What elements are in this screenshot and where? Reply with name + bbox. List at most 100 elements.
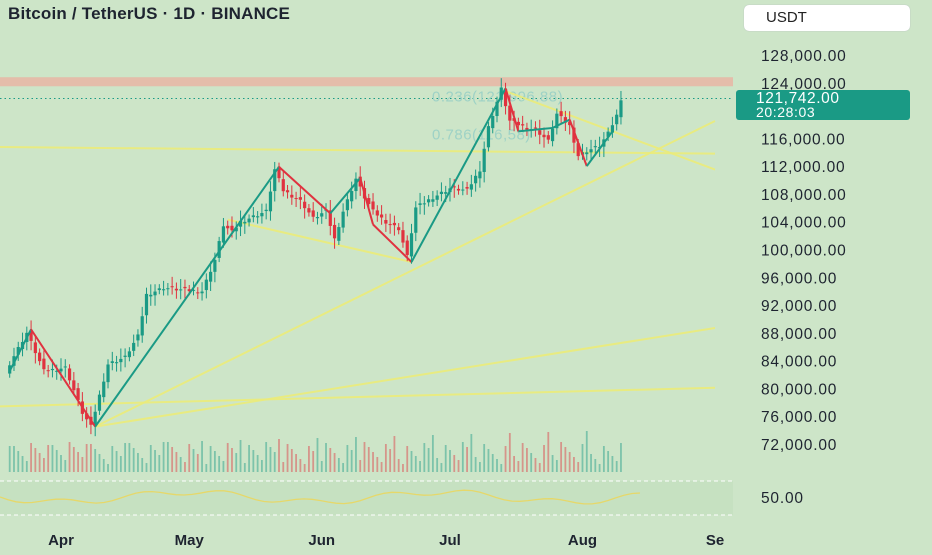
volume-bar — [248, 445, 250, 472]
volume-bar — [427, 448, 430, 472]
candle-body — [264, 209, 268, 212]
volume-bar — [594, 459, 597, 472]
volume-bar — [102, 459, 105, 472]
candle-body — [46, 370, 50, 372]
volume-bar — [363, 442, 366, 472]
volume-bar — [64, 460, 67, 472]
volume-bar — [256, 455, 259, 472]
candle-body — [456, 188, 461, 191]
volume-bar — [60, 455, 62, 472]
candle-body — [29, 330, 33, 341]
volume-bar — [444, 445, 447, 472]
candle-body — [320, 213, 324, 217]
candle-body — [72, 380, 76, 391]
volume-bar — [184, 462, 186, 472]
candle-body — [183, 286, 187, 289]
candle-body — [281, 179, 285, 192]
candle-body — [503, 89, 508, 107]
candle-body — [285, 190, 290, 193]
bar-countdown: 20:28:03 — [756, 104, 816, 120]
candle-body — [401, 230, 405, 243]
volume-bar — [209, 446, 212, 472]
volume-bar — [500, 464, 503, 472]
y-tick-label: 108,000.00 — [761, 187, 847, 204]
candle-body — [187, 289, 191, 292]
candle-body — [268, 191, 273, 212]
y-tick-label: 96,000.00 — [761, 270, 837, 287]
volume-bar — [316, 438, 319, 472]
candle-body — [63, 366, 67, 368]
candle-body — [465, 187, 469, 189]
candle-body — [238, 220, 243, 227]
volume-bar — [286, 444, 289, 472]
volume-bar — [201, 441, 203, 472]
y-tick-label: 128,000.00 — [761, 48, 847, 65]
volume-bar — [555, 460, 558, 472]
candle-body — [469, 184, 473, 190]
currency-selector[interactable]: USDT — [744, 5, 910, 31]
candle-body — [217, 241, 221, 258]
volume-bar — [611, 456, 614, 472]
volume-bar — [13, 446, 15, 472]
volume-bar — [85, 444, 88, 472]
y-tick-label: 112,000.00 — [761, 159, 845, 176]
volume-bar — [534, 458, 537, 472]
candle-body — [491, 116, 495, 129]
volume-bar — [397, 459, 400, 472]
volume-bar — [410, 451, 413, 472]
candle-body — [379, 214, 384, 218]
trendline — [505, 90, 716, 171]
volume-bar — [419, 461, 421, 472]
volume-bar — [449, 450, 451, 472]
zigzag-leg — [585, 130, 614, 167]
last-price-tag: 121,742.00 20:28:03 — [736, 90, 910, 120]
candle-body — [482, 148, 486, 172]
candle-body — [50, 368, 55, 371]
candle-body — [414, 207, 418, 233]
zigzag-leg — [504, 88, 520, 132]
volume-bar — [137, 453, 139, 472]
resistance-zone — [0, 77, 733, 87]
volume-bar — [414, 456, 417, 472]
trendline — [0, 145, 716, 155]
candle-body — [110, 361, 114, 363]
candle-body — [478, 171, 482, 179]
zigzag-leg — [518, 126, 553, 133]
volume-bar — [372, 452, 374, 472]
candle-body — [221, 226, 226, 243]
volume-bar — [615, 461, 618, 472]
volume-bar — [149, 445, 152, 472]
trendline — [0, 386, 716, 408]
candle-body — [294, 198, 298, 200]
candle-body — [375, 210, 379, 216]
candle-body — [191, 289, 196, 291]
volume-bar — [496, 459, 498, 472]
candle-body — [572, 127, 576, 143]
volume-bar — [312, 451, 315, 472]
volume-bar — [17, 451, 20, 472]
candle-body — [538, 130, 542, 135]
volume-bar — [68, 442, 71, 472]
volume-bar — [34, 448, 37, 472]
candle-body — [290, 194, 294, 198]
volume-bar — [299, 459, 302, 472]
volume-bar — [581, 444, 584, 472]
candle-body — [516, 121, 520, 126]
candle-body — [384, 219, 388, 224]
volume-bar — [179, 457, 182, 472]
candle-body — [589, 149, 593, 153]
candle-body — [243, 221, 247, 224]
candle-body — [337, 227, 341, 241]
volume-bar — [367, 447, 370, 472]
volume-bar — [132, 448, 135, 472]
volume-bar — [290, 449, 293, 472]
volume-bar — [243, 463, 246, 472]
volume-bar — [188, 444, 191, 472]
volume-bar — [124, 443, 127, 472]
volume-bar — [107, 464, 109, 472]
candle-body — [204, 279, 208, 291]
y-tick-label: 100,000.00 — [761, 243, 847, 260]
volume-bar — [90, 444, 92, 472]
